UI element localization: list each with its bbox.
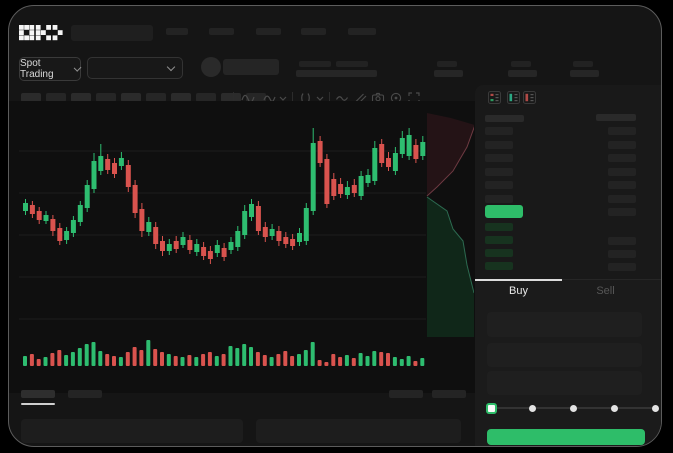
orderbook-view-both-icon[interactable] [488, 91, 501, 104]
coin-avatar [201, 57, 221, 77]
buy-tab-indicator [475, 279, 562, 281]
slider-dot[interactable] [610, 404, 618, 412]
amount-skeleton [608, 181, 636, 190]
timeframe-button-skeleton[interactable] [121, 93, 141, 102]
pair-selector-dropdown[interactable] [87, 57, 183, 79]
ask-price-skeleton [485, 140, 513, 149]
ticker-row: Spot Trading [9, 52, 661, 85]
ticker-stat-skeleton [570, 70, 599, 77]
bottom-tab-skeleton[interactable] [68, 390, 102, 398]
ticker-stat-skeleton [437, 61, 457, 67]
market-type-selector[interactable]: Spot Trading [19, 57, 82, 81]
expand-icon[interactable] [407, 91, 421, 105]
orderbook-trade-panel: Buy Sell [475, 85, 661, 446]
total-field-skeleton[interactable] [487, 371, 642, 395]
bid-price-skeleton [485, 249, 513, 257]
wave-icon[interactable] [241, 91, 255, 105]
amount-skeleton [608, 237, 636, 245]
bottom-action-skeleton[interactable] [389, 390, 423, 398]
timeframe-button-skeleton[interactable] [246, 93, 266, 102]
tab-sell[interactable]: Sell [596, 285, 615, 297]
ticker-stat-skeleton [511, 61, 531, 67]
ask-price-skeleton [485, 181, 513, 190]
bid-price-skeleton [485, 262, 513, 270]
slider-dot[interactable] [651, 404, 659, 412]
depth-profile-overlay [426, 113, 474, 337]
timeframe-button-skeleton[interactable] [21, 93, 41, 102]
nav-item-skeleton[interactable] [348, 28, 376, 35]
bottom-panel-skeleton [256, 419, 461, 443]
amount-skeleton [608, 127, 636, 135]
orderbook-view-asks-icon[interactable] [523, 91, 536, 104]
timeframe-button-skeleton[interactable] [96, 93, 116, 102]
orderbook-price-header-skeleton [485, 115, 524, 122]
last-price-highlight [485, 205, 523, 218]
ticker-stat-skeleton [299, 61, 331, 67]
active-tab-underline [21, 403, 55, 405]
ask-price-skeleton [485, 127, 513, 135]
bottom-tab-active-skeleton[interactable] [21, 390, 55, 398]
timeframe-button-skeleton[interactable] [71, 93, 91, 102]
bottom-panel-skeleton [21, 419, 243, 443]
ask-price-skeleton [485, 167, 513, 176]
volume-bars [23, 340, 425, 366]
nav-search-skeleton[interactable] [71, 25, 153, 41]
toolbar-separator [329, 92, 330, 104]
pair-name-skeleton [223, 59, 279, 75]
orderbook-view-bids-icon[interactable] [507, 91, 520, 104]
ask-price-skeleton [485, 195, 513, 203]
timeframe-button-skeleton[interactable] [46, 93, 66, 102]
timeframe-button-skeleton[interactable] [146, 93, 166, 102]
timeframe-button-skeleton[interactable] [171, 93, 191, 102]
timeframe-button-skeleton[interactable] [196, 93, 216, 102]
slider-dot[interactable] [528, 404, 536, 412]
ticker-stat-skeleton [434, 70, 463, 77]
ticker-stat-skeleton [336, 61, 368, 67]
bottom-action-skeleton[interactable] [432, 390, 466, 398]
bid-price-skeleton [485, 236, 513, 244]
nav-item-skeleton[interactable] [166, 28, 188, 35]
toolbar-separator [292, 92, 293, 104]
amount-skeleton [608, 250, 636, 258]
ask-price-skeleton [485, 154, 513, 163]
bid-price-skeleton [485, 223, 513, 231]
slider-handle[interactable] [485, 402, 497, 414]
amount-skeleton [608, 140, 636, 149]
ticker-stat-skeleton [333, 70, 377, 77]
toolbar-separator [233, 92, 234, 104]
amount-skeleton [608, 208, 636, 216]
nav-item-skeleton[interactable] [301, 28, 326, 35]
nav-item-skeleton[interactable] [256, 28, 281, 35]
buy-submit-button[interactable] [487, 429, 645, 445]
amount-field-skeleton[interactable] [487, 343, 642, 367]
tab-buy[interactable]: Buy [509, 285, 528, 297]
amount-skeleton [608, 167, 636, 176]
price-field-skeleton[interactable] [487, 312, 642, 337]
trading-app-window: Spot Trading [8, 5, 662, 447]
okx-logo [19, 25, 63, 41]
tab-divider [475, 279, 661, 280]
candlestick-chart[interactable] [19, 106, 429, 338]
ticker-stat-skeleton [573, 61, 593, 67]
market-type-label: Spot Trading [20, 58, 54, 80]
orderbook-amount-header-skeleton [596, 114, 636, 121]
amount-skeleton [608, 154, 636, 163]
top-navbar [9, 6, 661, 52]
nav-item-skeleton[interactable] [209, 28, 234, 35]
amount-skeleton [608, 263, 636, 271]
timeframe-button-skeleton[interactable] [221, 93, 241, 102]
tilde-icon[interactable] [335, 91, 349, 105]
ticker-stat-skeleton [508, 70, 537, 77]
chart-toolbar [9, 6, 475, 110]
wave-dropdown-icon[interactable] [263, 91, 287, 105]
trade-form-section: Buy Sell [475, 279, 661, 446]
ticker-stat-skeleton [296, 70, 340, 77]
slider-dot[interactable] [569, 404, 577, 412]
amount-skeleton [608, 195, 636, 203]
